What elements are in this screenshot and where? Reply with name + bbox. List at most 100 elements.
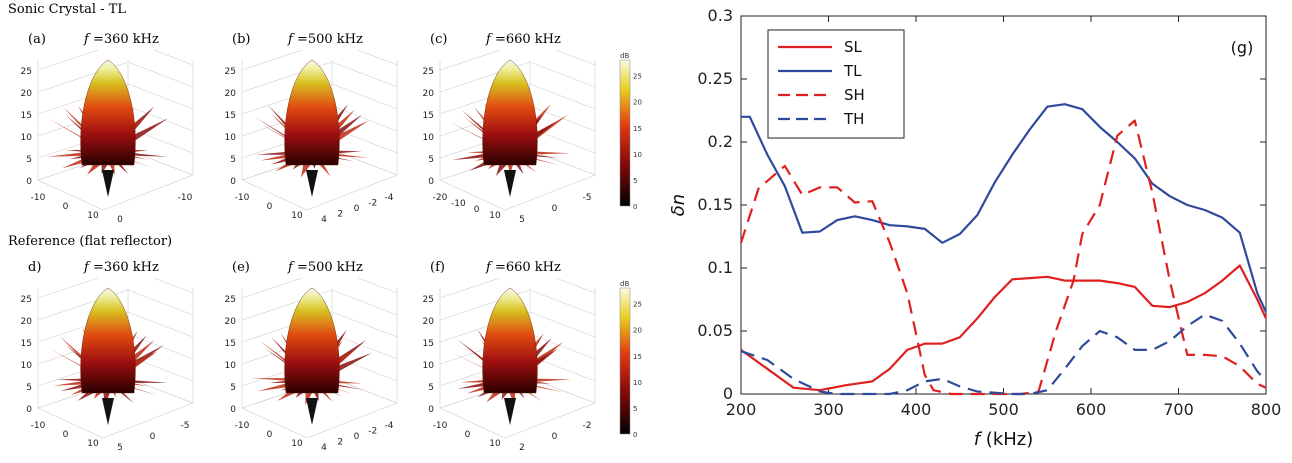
- pattern-spike: [65, 115, 114, 155]
- x-tick-label: 10: [291, 439, 303, 449]
- y-tick-label: 0: [552, 204, 558, 214]
- x-tick-label: 500: [988, 400, 1019, 419]
- x-tick-label: -20: [433, 193, 448, 203]
- y-tick-label: 2: [337, 210, 343, 220]
- radiation-pattern: [449, 287, 572, 425]
- x-tick-label: -10: [235, 421, 250, 431]
- y-tick-label: -5: [181, 421, 190, 431]
- legend-entry-label: TH: [843, 110, 864, 128]
- z-tick-label: 5: [230, 155, 236, 165]
- z-tick-label: 20: [21, 317, 33, 327]
- frequency-symbol: f: [288, 260, 293, 275]
- colorbar-gradient: [619, 287, 631, 435]
- axis-frame: [37, 288, 194, 439]
- panel-label: (e): [232, 260, 250, 275]
- axis-frame: [439, 288, 596, 439]
- pattern-spike: [63, 107, 114, 155]
- frequency-value: =660 kHz: [490, 32, 561, 47]
- panel-label: (c): [430, 32, 448, 47]
- grid-line: [331, 83, 398, 110]
- y-tick-label: 0: [354, 432, 360, 442]
- z-tick-label: 0: [230, 405, 236, 415]
- x-tick-label: 0: [474, 205, 480, 215]
- x-tick-label: 10: [87, 211, 99, 221]
- grid-line: [529, 333, 596, 360]
- pattern-base: [102, 170, 114, 197]
- z-tick-label: 20: [423, 317, 435, 327]
- colorbar-svg: dB 25 20 15 10 5 0: [619, 52, 642, 211]
- grid-line: [331, 311, 398, 338]
- panel-frequency-label: f =660 kHz: [486, 260, 561, 275]
- x-axis-variable: f: [974, 429, 983, 450]
- x-tick-label: 0: [63, 202, 69, 212]
- y-tick-label: 0: [723, 384, 733, 403]
- legend: SL TL SH TH: [767, 29, 905, 139]
- z-tick-label: 5: [428, 383, 434, 393]
- z-tick-label: 25: [21, 67, 32, 77]
- colorbar: dB 25 20 15 10 5 0: [616, 280, 652, 440]
- z-tick-label: 10: [225, 361, 237, 371]
- grid-line: [241, 278, 303, 299]
- axis-frame: [241, 288, 398, 439]
- surface-panel: (b) f =500 kHz 25 20 15 10 5 0 -10 0 10 4 2 0 -2 -4: [212, 30, 412, 235]
- x-tick-label: -10: [451, 199, 466, 209]
- x-tick-label: 800: [1251, 400, 1282, 419]
- main-lobe: [80, 59, 136, 166]
- x-tick-label: -10: [235, 193, 250, 203]
- grid-line: [37, 278, 99, 299]
- y-tick-label: -4: [385, 193, 394, 203]
- x-axis-unit: (kHz): [980, 429, 1033, 450]
- colorbar-svg: dB 25 20 15 10 5 0: [619, 280, 642, 439]
- y-tick-label: 0.3: [708, 6, 733, 25]
- surface-plot: 25 20 15 10 5 0 -10 0 10 0 -10: [21, 50, 194, 225]
- frequency-value: =660 kHz: [490, 260, 561, 275]
- z-tick-label: 0: [26, 177, 32, 187]
- grid-line: [357, 278, 398, 294]
- x-tick-label: 0: [465, 430, 471, 440]
- radiation-pattern: [251, 287, 372, 425]
- panel-frequency-label: f =360 kHz: [84, 32, 159, 47]
- colorbar-tick-label: 15: [633, 125, 642, 133]
- axis-frame: [241, 60, 398, 211]
- grid-line: [241, 50, 303, 71]
- colorbar-unit: dB: [620, 52, 629, 60]
- grid-line: [529, 377, 596, 404]
- y-tick-label: 5: [117, 443, 123, 453]
- grid-line: [529, 289, 596, 316]
- grid-line: [555, 278, 596, 294]
- grid-line: [127, 105, 194, 132]
- legend-entry-label: SL: [844, 38, 863, 56]
- colorbar: dB 25 20 15 10 5 0: [616, 52, 652, 212]
- grid-line: [529, 83, 596, 110]
- radiation-pattern: [47, 59, 169, 197]
- legend-entry-label: TL: [843, 62, 862, 80]
- surface-panel: (a) f =360 kHz 25 20 15 10 5 0 -10 0 10 0 -10: [8, 30, 208, 235]
- y-axis-label: δn: [668, 194, 689, 216]
- panel-frequency-label: f =500 kHz: [288, 32, 363, 47]
- y-tick-label: -10: [178, 193, 193, 203]
- y-tick-label: 2: [337, 438, 343, 448]
- surface-panel: d) f =360 kHz 25 20 15 10 5 0 -10 0 10 5 0 -5: [8, 258, 208, 463]
- surface-panel: (c) f =660 kHz 25 20 15 10 5 0 -20 -10 0 10 5 0 -5: [410, 30, 610, 235]
- radiation-pattern: [255, 59, 369, 197]
- colorbar-unit: dB: [620, 280, 629, 288]
- x-tick-label: -10: [31, 421, 46, 431]
- z-tick-label: 5: [26, 155, 32, 165]
- y-tick-label: 0: [552, 432, 558, 442]
- section-title-sonic-crystal: Sonic Crystal - TL: [8, 2, 126, 17]
- colorbar-tick-label: 0: [633, 203, 637, 211]
- grid-line: [331, 149, 398, 176]
- x-tick-label: 10: [87, 439, 99, 449]
- grid-line: [331, 105, 398, 132]
- z-tick-label: 0: [428, 177, 434, 187]
- z-tick-label: 15: [423, 111, 434, 121]
- z-tick-label: 10: [21, 361, 33, 371]
- panel-frequency-label: f =360 kHz: [84, 260, 159, 275]
- frequency-symbol: f: [486, 32, 491, 47]
- x-tick-label: 700: [1163, 400, 1194, 419]
- y-tick-label: 0.25: [697, 69, 733, 88]
- frequency-symbol: f: [84, 260, 89, 275]
- grid-line: [331, 333, 398, 360]
- x-axis-label: f (kHz): [974, 429, 1034, 450]
